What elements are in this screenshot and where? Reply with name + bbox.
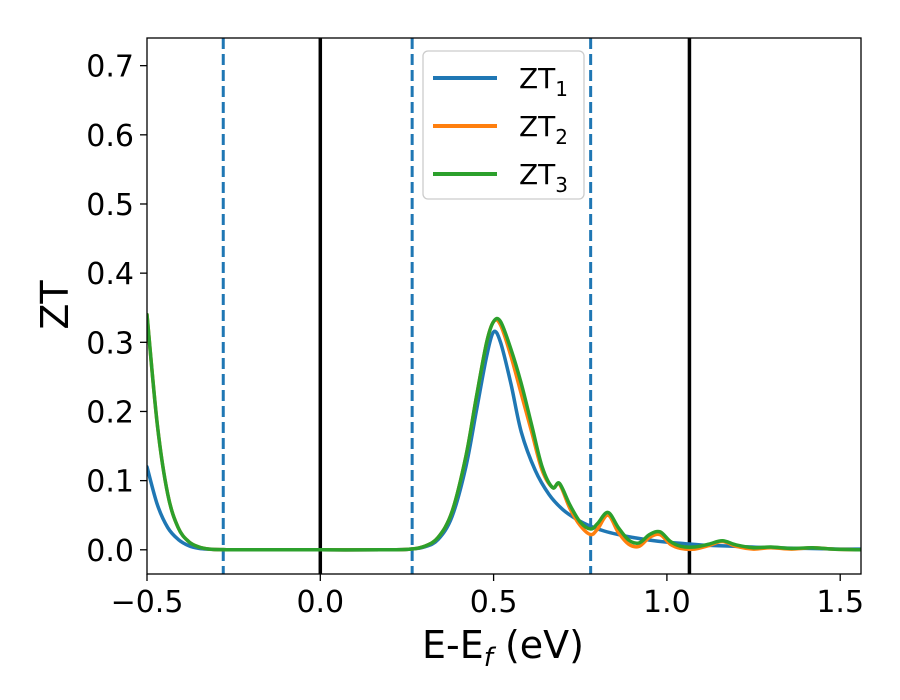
x-axis-label-main: E-E <box>422 623 484 667</box>
y-tick-label: 0.5 <box>86 188 134 223</box>
y-tick-label: 0.6 <box>86 119 134 154</box>
x-tick-label: 0.0 <box>296 585 344 620</box>
legend-label-zt3: ZT3 <box>519 158 568 197</box>
x-tick-label: 1.5 <box>816 585 864 620</box>
x-axis: −0.5 0.0 0.5 1.0 1.5 <box>111 574 864 620</box>
plot-area <box>147 38 861 574</box>
x-tick-label: −0.5 <box>111 585 184 620</box>
y-tick-label: 0.7 <box>86 50 134 85</box>
y-tick-label: 0.0 <box>86 534 134 569</box>
legend-label-zt2: ZT2 <box>519 110 568 149</box>
y-tick-label: 0.1 <box>86 465 134 500</box>
y-tick-label: 0.2 <box>86 395 134 430</box>
legend-box <box>422 50 585 200</box>
y-axis-label: ZT <box>33 280 77 330</box>
y-axis: 0.0 0.1 0.2 0.3 0.4 0.5 0.6 0.7 <box>86 50 147 569</box>
series-line-zt1 <box>147 329 861 552</box>
x-tick-label: 0.5 <box>470 585 518 620</box>
series-line-zt3 <box>147 312 861 552</box>
x-axis-label-rest: (eV) <box>493 623 584 667</box>
legend: ZT1 ZT2 ZT3 <box>422 50 585 200</box>
x-tick-label: 1.0 <box>643 585 691 620</box>
y-tick-label: 0.3 <box>86 326 134 361</box>
x-axis-label: E-Ef (eV) <box>422 623 584 673</box>
plot-frame <box>146 37 862 575</box>
legend-label-zt1: ZT1 <box>519 62 568 101</box>
y-tick-label: 0.4 <box>86 257 134 292</box>
